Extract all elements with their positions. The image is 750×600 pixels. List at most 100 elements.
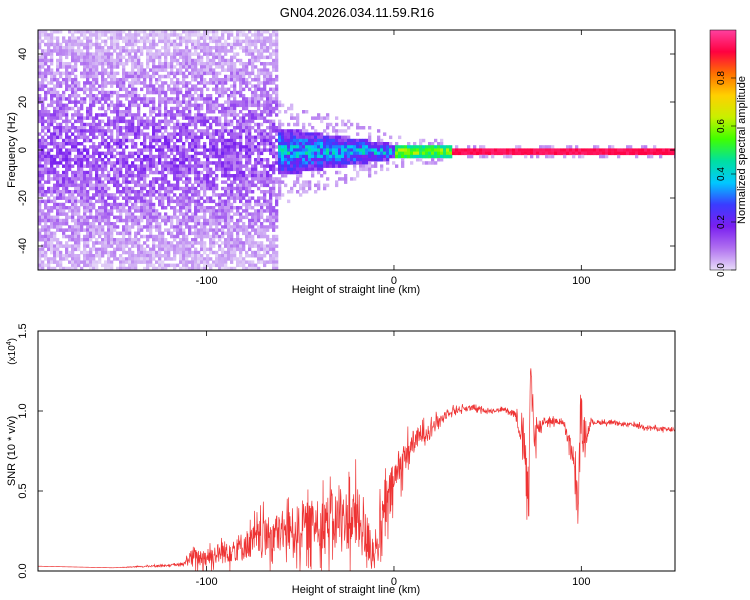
heatmap-cell xyxy=(113,161,117,165)
heatmap-cell xyxy=(92,164,96,168)
heatmap-cell xyxy=(347,154,351,159)
heatmap-cell xyxy=(161,100,165,104)
heatmap-cell xyxy=(173,206,177,210)
heatmap-cell xyxy=(185,30,189,34)
heatmap-cell xyxy=(113,247,117,252)
heatmap-cell xyxy=(77,36,81,40)
heatmap-cell xyxy=(245,135,249,140)
heatmap-cell xyxy=(38,46,42,50)
heatmap-cell xyxy=(260,228,264,232)
heatmap-cell xyxy=(152,202,156,207)
heatmap-cell xyxy=(245,106,249,111)
heatmap-cell xyxy=(260,49,264,53)
heatmap-cell xyxy=(92,58,96,63)
heatmap-cell xyxy=(254,122,258,127)
heatmap-cell xyxy=(98,97,102,101)
heatmap-cell xyxy=(143,103,147,108)
heatmap-cell xyxy=(143,183,147,188)
heatmap-cell xyxy=(227,110,231,114)
heatmap-cell xyxy=(158,254,162,258)
heatmap-cell xyxy=(128,238,132,242)
heatmap-cell xyxy=(38,199,42,204)
heatmap-cell xyxy=(188,87,192,92)
heatmap-cell xyxy=(257,126,261,130)
heatmap-cell xyxy=(71,266,75,270)
heatmap-cell xyxy=(47,167,51,172)
heatmap-cell xyxy=(44,62,48,66)
heatmap-cell xyxy=(98,231,102,236)
heatmap-cell xyxy=(212,199,216,204)
heatmap-cell xyxy=(272,151,276,156)
heatmap-cell xyxy=(83,122,87,127)
heatmap-cell xyxy=(68,199,72,204)
heatmap-cell xyxy=(122,148,126,152)
heatmap-cell xyxy=(311,135,315,140)
heatmap-cell xyxy=(68,46,72,50)
heatmap-cell xyxy=(281,193,285,197)
heatmap-cell xyxy=(62,81,66,85)
heatmap-cell xyxy=(266,180,270,184)
heatmap-cell xyxy=(194,71,198,76)
heatmap-cell xyxy=(296,167,300,172)
heatmap-cell xyxy=(89,177,93,181)
heatmap-cell xyxy=(92,81,96,85)
heatmap-cell xyxy=(149,84,153,88)
heatmap-cell xyxy=(152,186,156,191)
heatmap-cell xyxy=(107,52,111,56)
heatmap-cell xyxy=(56,151,60,156)
heatmap-cell xyxy=(122,110,126,114)
heatmap-cell xyxy=(158,87,162,92)
heatmap-cell xyxy=(110,231,114,236)
heatmap-cell xyxy=(170,65,174,69)
heatmap-cell xyxy=(299,145,303,149)
heatmap-cell xyxy=(86,58,90,63)
heatmap-cell xyxy=(251,238,255,242)
heatmap-cell xyxy=(221,228,225,232)
heatmap-cell xyxy=(152,212,156,216)
heatmap-cell xyxy=(200,231,204,236)
heatmap-cell xyxy=(77,199,81,204)
heatmap-cell xyxy=(182,247,186,252)
heatmap-cell xyxy=(275,74,279,79)
heatmap-cell xyxy=(260,190,264,194)
heatmap-cell xyxy=(107,270,110,274)
heatmap-cell xyxy=(122,65,126,69)
heatmap-cell xyxy=(104,174,108,178)
heatmap-cell xyxy=(215,138,219,143)
heatmap-cell xyxy=(215,225,219,229)
heatmap-cell xyxy=(143,247,147,252)
heatmap-cell xyxy=(68,138,72,143)
heatmap-cell xyxy=(155,129,159,133)
heatmap-cell xyxy=(77,206,81,210)
heatmap-cell xyxy=(194,87,198,92)
heatmap-cell xyxy=(263,62,267,66)
heatmap-cell xyxy=(248,135,252,140)
heatmap-cell xyxy=(62,228,66,232)
heatmap-cell xyxy=(125,218,129,223)
heatmap-cell xyxy=(122,266,126,270)
heatmap-cell xyxy=(278,135,282,140)
heatmap-cell xyxy=(215,33,219,37)
heatmap-cell xyxy=(299,151,303,156)
heatmap-cell xyxy=(203,30,207,34)
heatmap-cell xyxy=(134,113,138,117)
heatmap-cell xyxy=(158,250,162,255)
heatmap-cell xyxy=(275,167,279,172)
heatmap-cell xyxy=(341,161,345,165)
heatmap-cell xyxy=(245,68,249,72)
heatmap-cell xyxy=(236,142,240,146)
heatmap-cell xyxy=(200,129,204,133)
heatmap-cell xyxy=(119,145,123,149)
heatmap-cell xyxy=(206,55,210,60)
heatmap-cell xyxy=(59,55,63,60)
heatmap-cell xyxy=(179,199,183,204)
heatmap-cell xyxy=(143,33,147,37)
heatmap-cell xyxy=(80,260,84,264)
heatmap-cell xyxy=(200,42,204,47)
heatmap-cell xyxy=(86,151,90,156)
heatmap-cell xyxy=(230,145,234,149)
heatmap-cell xyxy=(59,270,62,274)
heatmap-cell xyxy=(77,100,81,104)
heatmap-cell xyxy=(89,145,93,149)
heatmap-cell xyxy=(101,218,105,223)
